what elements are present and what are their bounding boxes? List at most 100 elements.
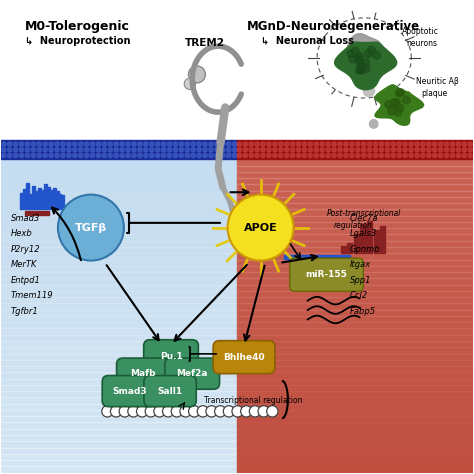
Bar (20, 193, 23, 209)
Bar (237, 435, 473, 441)
Circle shape (358, 65, 365, 72)
Circle shape (189, 406, 200, 417)
Circle shape (314, 148, 319, 152)
Circle shape (308, 142, 312, 146)
Circle shape (397, 154, 401, 157)
Circle shape (79, 148, 83, 152)
Text: Clec7a: Clec7a (350, 213, 379, 222)
Bar (44, 184, 46, 209)
Circle shape (338, 148, 342, 152)
Circle shape (438, 154, 443, 157)
Circle shape (67, 148, 71, 152)
Circle shape (468, 154, 473, 157)
Text: Transcriptional regulation: Transcriptional regulation (204, 396, 302, 405)
Circle shape (273, 154, 277, 157)
Bar (1, 385, 237, 391)
Bar (237, 260, 473, 266)
Circle shape (338, 142, 342, 146)
Circle shape (433, 154, 437, 157)
Circle shape (438, 142, 443, 146)
Circle shape (261, 154, 265, 157)
Text: Bhlhe40: Bhlhe40 (223, 353, 265, 362)
Circle shape (258, 406, 269, 417)
Text: Entpd1: Entpd1 (11, 276, 41, 285)
Circle shape (144, 142, 148, 146)
Bar (26, 183, 29, 209)
Bar (1, 228, 237, 235)
Circle shape (445, 154, 449, 157)
Circle shape (314, 154, 319, 157)
Circle shape (326, 142, 330, 146)
Circle shape (232, 406, 243, 417)
Circle shape (1, 142, 6, 146)
Circle shape (84, 142, 89, 146)
Circle shape (326, 148, 330, 152)
Circle shape (102, 148, 107, 152)
Circle shape (367, 142, 372, 146)
Circle shape (8, 142, 12, 146)
Text: Itgax: Itgax (350, 260, 371, 269)
Circle shape (209, 142, 213, 146)
Bar (374, 230, 379, 254)
Circle shape (356, 57, 363, 64)
Circle shape (468, 148, 473, 152)
Bar (1, 328, 237, 335)
Text: Neuritic Aβ: Neuritic Aβ (416, 77, 459, 86)
Circle shape (137, 406, 148, 417)
Text: Mef2a: Mef2a (176, 369, 208, 378)
Circle shape (206, 406, 217, 417)
Circle shape (37, 148, 41, 152)
Circle shape (215, 154, 219, 157)
Circle shape (255, 142, 259, 146)
Circle shape (173, 148, 178, 152)
Circle shape (357, 61, 365, 69)
Circle shape (468, 142, 473, 146)
Text: Tmem119: Tmem119 (11, 291, 54, 300)
Circle shape (19, 148, 24, 152)
Circle shape (197, 148, 201, 152)
Bar (237, 385, 473, 391)
Circle shape (31, 154, 36, 157)
Circle shape (243, 154, 247, 157)
Bar (1, 165, 237, 172)
Bar (237, 222, 473, 228)
Circle shape (291, 142, 295, 146)
Circle shape (320, 154, 324, 157)
Circle shape (126, 142, 130, 146)
Circle shape (19, 154, 24, 157)
Bar (1, 460, 237, 466)
Bar (1, 354, 237, 360)
Circle shape (241, 406, 252, 417)
Bar (1, 272, 237, 278)
Circle shape (209, 148, 213, 152)
Text: Smad3: Smad3 (112, 387, 147, 396)
Bar (1, 391, 237, 397)
Text: miR-155: miR-155 (306, 270, 347, 279)
Bar (1, 410, 237, 416)
Circle shape (120, 148, 124, 152)
Circle shape (162, 142, 166, 146)
Circle shape (402, 96, 410, 104)
Bar (237, 303, 473, 310)
Circle shape (249, 142, 253, 146)
Circle shape (362, 154, 366, 157)
Circle shape (31, 148, 36, 152)
Circle shape (108, 148, 112, 152)
Circle shape (396, 104, 404, 111)
Circle shape (374, 142, 378, 146)
Circle shape (350, 154, 354, 157)
Circle shape (284, 148, 289, 152)
Circle shape (215, 142, 219, 146)
Bar (237, 178, 473, 184)
Circle shape (203, 148, 207, 152)
Bar (237, 335, 473, 341)
Bar (62, 195, 64, 209)
Circle shape (150, 154, 154, 157)
Circle shape (55, 142, 59, 146)
Circle shape (227, 148, 231, 152)
Circle shape (249, 148, 253, 152)
Bar (341, 246, 346, 254)
Circle shape (403, 148, 407, 152)
Circle shape (221, 148, 225, 152)
Circle shape (456, 154, 461, 157)
